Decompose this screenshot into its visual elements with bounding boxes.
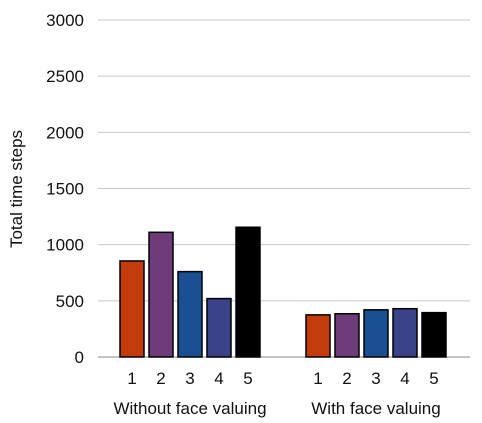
y-axis-title: Total time steps	[7, 130, 26, 248]
x-category-label: 1	[127, 369, 136, 388]
bar	[119, 260, 145, 358]
y-tick-label: 2500	[46, 67, 84, 86]
x-category-label: 3	[371, 369, 380, 388]
group-labels: Without face valuing With face valuing	[113, 399, 440, 418]
bar	[334, 313, 360, 358]
x-category-label: 4	[214, 369, 223, 388]
y-tick-label: 0	[75, 348, 84, 367]
x-category-label: 5	[429, 369, 438, 388]
x-category-label: 2	[156, 369, 165, 388]
bars	[119, 226, 447, 358]
bar	[363, 309, 389, 358]
x-group-label: With face valuing	[311, 399, 440, 418]
x-group-label: Without face valuing	[113, 399, 266, 418]
y-tick-label: 500	[56, 292, 84, 311]
y-axis-tick-labels: 0 500 1000 1500 2000 2500 3000	[46, 11, 84, 367]
bar	[206, 297, 232, 358]
y-tick-label: 1000	[46, 236, 84, 255]
bar	[305, 314, 331, 358]
x-category-label: 4	[400, 369, 409, 388]
bar	[177, 270, 203, 358]
x-category-label: 5	[243, 369, 252, 388]
bar	[392, 307, 418, 358]
x-category-label: 3	[185, 369, 194, 388]
y-tick-label: 3000	[46, 11, 84, 30]
bar	[148, 231, 174, 358]
x-category-label: 1	[313, 369, 322, 388]
y-tick-label: 1500	[46, 180, 84, 199]
bar	[421, 311, 447, 358]
x-category-label: 2	[342, 369, 351, 388]
category-labels: 1 2 3 4 5 1 2 3 4 5	[127, 369, 438, 388]
y-tick-label: 2000	[46, 123, 84, 142]
bar	[235, 226, 261, 358]
